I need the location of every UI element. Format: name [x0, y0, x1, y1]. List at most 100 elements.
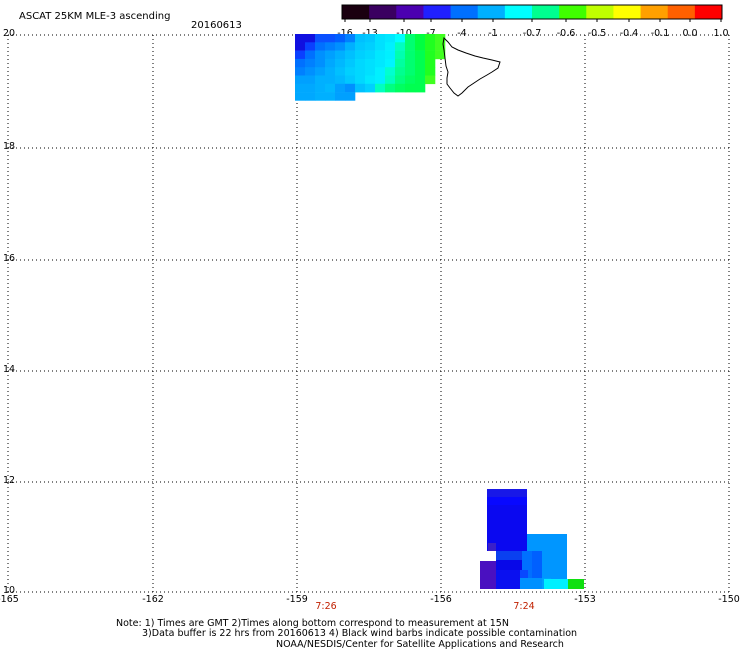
wind-cell	[405, 75, 416, 85]
wind-cell	[315, 75, 326, 85]
wind-cell	[385, 67, 396, 76]
wind-cell	[415, 67, 426, 76]
wind-cell	[295, 50, 306, 60]
wind-cell	[425, 50, 436, 60]
wind-cell	[385, 83, 396, 93]
wind-cell	[405, 58, 416, 68]
wind-cell	[355, 34, 366, 43]
wind-cell	[480, 561, 496, 589]
wind-cell	[335, 34, 346, 43]
colorbar-segment	[477, 5, 506, 19]
wind-cell	[345, 75, 356, 85]
latitude-label: 16	[3, 253, 15, 264]
wind-cell	[544, 579, 568, 589]
wind-cell	[345, 58, 356, 68]
wind-cell	[520, 578, 542, 589]
colorbar-segment	[640, 5, 669, 19]
axis-labels: -165 -162 -159 -156 -153 -150 20 18 16 14 12 10 7:26…	[0, 28, 740, 612]
wind-cell	[325, 92, 336, 101]
lat-lon-grid	[7, 34, 730, 593]
wind-cell	[335, 42, 346, 51]
colorbar: -16 -13 -10 -7 -4 -1 -0.7 -0.6 -0.5 -0.4 -0.1 0.0 1.…	[337, 4, 729, 39]
wind-cell	[325, 83, 336, 93]
wind-cell	[295, 67, 306, 76]
colorbar-segment	[667, 5, 696, 19]
wind-swath	[295, 34, 584, 589]
wind-cell	[305, 34, 316, 43]
wind-cell	[425, 42, 436, 51]
wind-cell	[487, 489, 527, 497]
colorbar-label: -0.6	[557, 28, 576, 39]
wind-cell	[375, 34, 386, 43]
wind-cell	[315, 83, 326, 93]
wind-cell	[385, 75, 396, 85]
longitude-label: -153	[574, 594, 596, 605]
wind-cell	[375, 42, 386, 51]
wind-cell	[375, 67, 386, 76]
latitude-label: 14	[3, 364, 15, 375]
colorbar-segment	[694, 5, 723, 19]
pass-time-label: 7:26	[315, 601, 336, 612]
wind-cell	[385, 58, 396, 68]
wind-cell	[315, 92, 326, 101]
wind-cell	[496, 551, 527, 561]
wind-cell	[425, 75, 436, 85]
wind-cell	[315, 42, 326, 51]
product-title: ASCAT 25KM MLE-3 ascending	[19, 11, 171, 22]
colorbar-label: -1	[488, 28, 497, 39]
wind-cell	[295, 75, 306, 85]
pass-time-label: 7:24	[513, 601, 534, 612]
wind-cell	[335, 92, 346, 101]
wind-cell	[385, 42, 396, 51]
colorbar-segment	[613, 5, 642, 19]
wind-cell	[375, 75, 386, 85]
wind-cell	[305, 50, 316, 60]
wind-cell	[345, 83, 356, 93]
longitude-label: -156	[430, 594, 452, 605]
wind-cell	[365, 50, 376, 60]
wind-cell	[365, 42, 376, 51]
wind-cell	[405, 83, 416, 93]
wind-cell	[405, 42, 416, 51]
wind-cell	[355, 83, 366, 93]
longitude-label: -162	[142, 594, 164, 605]
wind-cell	[335, 50, 346, 60]
wind-cell	[325, 34, 336, 43]
wind-cell	[425, 34, 436, 43]
wind-cell	[365, 34, 376, 43]
wind-cell	[415, 42, 426, 51]
colorbar-segment	[532, 5, 560, 19]
colorbar-label: -0.1	[651, 28, 670, 39]
latitude-label: 20	[3, 28, 15, 39]
note-line-3: NOAA/NESDIS/Center for Satellite Applica…	[276, 639, 564, 650]
wind-cell	[395, 83, 406, 93]
wind-cell	[325, 50, 336, 60]
wind-cell	[315, 50, 326, 60]
wind-cell	[315, 58, 326, 68]
colorbar-label: -10	[396, 28, 412, 39]
wind-cell	[395, 34, 406, 43]
wind-cell	[325, 58, 336, 68]
wind-cell	[345, 67, 356, 76]
longitude-label: -165	[0, 594, 19, 605]
note-line-1: Note: 1) Times are GMT 2)Times along bot…	[116, 618, 509, 629]
hawaii-big-island-outline	[442, 36, 501, 97]
wind-cell	[395, 50, 406, 60]
wind-cell	[305, 67, 316, 76]
wind-cell	[345, 42, 356, 51]
wind-cell	[375, 50, 386, 60]
wind-cell	[305, 83, 316, 93]
wind-cell	[522, 551, 532, 581]
wind-cell	[415, 34, 426, 43]
colorbar-segment	[369, 5, 397, 19]
wind-cell	[415, 83, 426, 93]
wind-cell	[355, 75, 366, 85]
wind-cell	[355, 58, 366, 68]
wind-cell	[325, 67, 336, 76]
wind-cell	[335, 58, 346, 68]
wind-cell	[325, 75, 336, 85]
wind-cell	[395, 58, 406, 68]
wind-cell	[496, 570, 520, 589]
wind-cell	[305, 92, 316, 101]
wind-cell	[355, 67, 366, 76]
